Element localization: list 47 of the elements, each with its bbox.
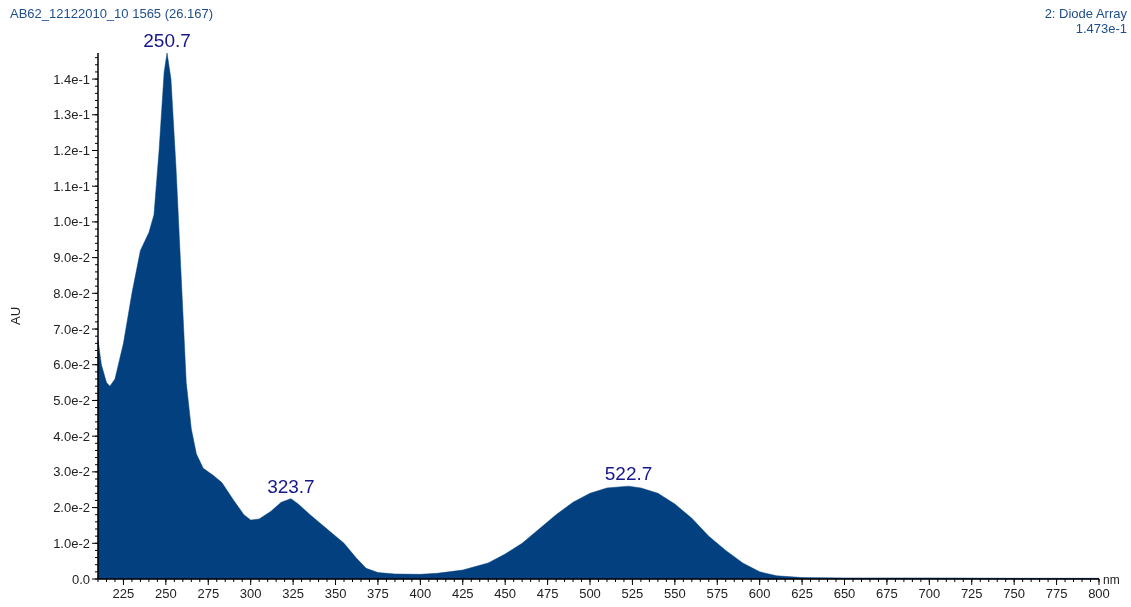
- chart-title: AB62_12122010_10 1565 (26.167): [10, 6, 214, 21]
- y-tick-label: 4.0e-2: [53, 428, 90, 444]
- x-tick-label: 250: [155, 586, 177, 601]
- y-tick-label: 1.4e-1: [53, 71, 90, 87]
- y-tick-label: 2.0e-2: [53, 500, 90, 516]
- y-tick-label: 5.0e-2: [53, 392, 90, 408]
- x-tick-label: 525: [621, 586, 644, 601]
- y-tick-label: 1.2e-1: [53, 142, 90, 158]
- x-tick-label: 225: [112, 586, 135, 601]
- x-tick-label: 650: [833, 586, 856, 601]
- text: 1.473e-1: [1075, 21, 1127, 36]
- x-tick-label: 475: [536, 586, 559, 601]
- x-tick-label: 625: [791, 586, 813, 601]
- x-tick-label: 400: [409, 586, 432, 601]
- y-tick-label: 1.1e-1: [53, 178, 90, 194]
- annotation: 522.7: [604, 463, 653, 485]
- x-tick-label: 600: [748, 586, 771, 601]
- x-tick-label: 425: [451, 586, 474, 601]
- y-tick-label: 1.3e-1: [53, 107, 90, 123]
- y-tick-label: 3.0e-2: [53, 464, 90, 480]
- x-tick-label: 275: [197, 586, 220, 601]
- x-tick-label: 325: [282, 586, 304, 601]
- y-axis-title: AU: [8, 306, 23, 326]
- x-tick-label: 450: [494, 586, 517, 601]
- y-tick-label: 8.0e-2: [53, 285, 90, 301]
- y-tick-label: 0.0: [71, 571, 90, 587]
- x-tick-label: 575: [706, 586, 729, 601]
- annotation: 250.7: [143, 30, 191, 51]
- x-tick-label: 375: [367, 586, 389, 601]
- y-tick-label: 1.0e-1: [53, 214, 90, 230]
- y-tick-label: 7.0e-2: [53, 321, 90, 337]
- x-tick-label: 300: [239, 586, 262, 601]
- x-tick-label: 725: [960, 586, 983, 601]
- x-tick-label: 550: [664, 586, 686, 601]
- x-tick-label: 700: [918, 586, 941, 601]
- x-tick-label: 675: [876, 586, 898, 601]
- x-axis-title: nm: [1103, 573, 1120, 587]
- text: 2: Diode Array: [1044, 6, 1128, 21]
- y-tick-label: 6.0e-2: [53, 357, 90, 373]
- x-tick-label: 500: [579, 586, 601, 601]
- y-tick-label: 1.0e-2: [53, 535, 90, 551]
- x-tick-label: 750: [1003, 586, 1026, 601]
- x-tick-label: 775: [1045, 586, 1068, 601]
- annotation: 323.7: [267, 475, 315, 497]
- y-tick-label: 9.0e-2: [53, 250, 90, 266]
- x-tick-label: 350: [324, 586, 347, 601]
- x-tick-label: 800: [1088, 586, 1110, 601]
